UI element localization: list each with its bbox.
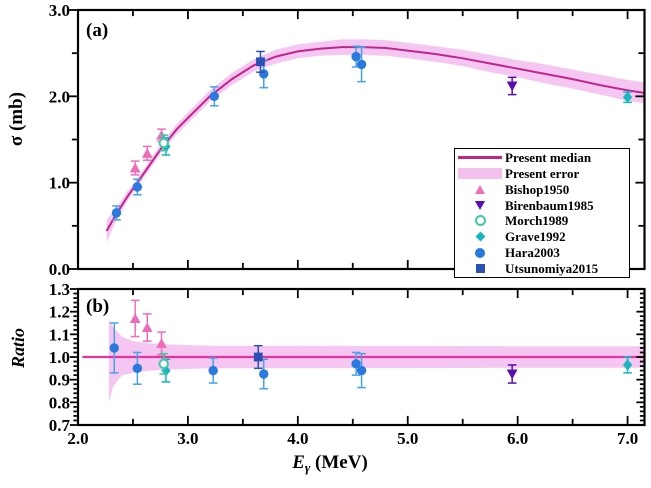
- y-tick-label: 0.9: [49, 371, 70, 390]
- y-tick-label: 0.8: [49, 393, 70, 412]
- x-tick-label: 3.0: [177, 429, 198, 448]
- x-axis-variable: E: [292, 452, 305, 473]
- legend-item-hara2003: Hara2003: [455, 245, 629, 260]
- data-point-marker: [141, 148, 153, 158]
- legend-label: Hara2003: [505, 245, 560, 261]
- x-axis-subscript: γ: [304, 460, 311, 475]
- data-point-marker: [253, 352, 263, 362]
- legend-label: Birenbaum1985: [505, 197, 594, 213]
- y-tick-label: 0.7: [49, 416, 71, 435]
- triangle-up-swatch: [455, 184, 505, 194]
- panel-b: 0.7 0.8 0.9 1.0 1.1 1.2 1.3: [49, 280, 646, 435]
- square-swatch: [455, 264, 505, 273]
- x-tick-label: 5.0: [397, 429, 418, 448]
- data-point-marker: [141, 322, 153, 333]
- data-point-marker: [356, 59, 367, 70]
- data-point-marker: [158, 137, 169, 149]
- open-circle-swatch: [455, 215, 505, 227]
- legend: Present median Present error Bishop1950 …: [454, 148, 630, 278]
- data-point-marker: [109, 343, 119, 353]
- data-point-marker: [209, 91, 219, 102]
- y-tick-label: 1.2: [49, 303, 70, 322]
- legend-item-present-median: Present median: [455, 150, 629, 165]
- data-point-marker: [351, 359, 361, 369]
- x-axis-title: Eγ (MeV): [230, 452, 430, 476]
- data-point-marker: [506, 369, 518, 380]
- y-tick-label: 0.0: [49, 260, 70, 279]
- panel-b-label: (b): [86, 296, 110, 317]
- present-error-band: [108, 318, 645, 403]
- legend-item-utsunomiya2015: Utsunomiya2015: [455, 261, 629, 276]
- y-tick-label: 2.0: [49, 87, 70, 106]
- data-point-marker: [158, 358, 169, 369]
- panel-a: 0.0 1.0 2.0 3.0: [49, 1, 646, 279]
- x-axis-unit: (MeV): [310, 452, 368, 473]
- triangle-down-swatch: [455, 200, 505, 210]
- x-tick-label: 7.0: [617, 429, 638, 448]
- circle-swatch: [455, 247, 505, 258]
- series-grave1992: [161, 91, 633, 156]
- legend-item-grave1992: Grave1992: [455, 229, 629, 244]
- panel-frame: [76, 8, 646, 271]
- legend-label: Morch1989: [505, 213, 569, 229]
- data-point-marker: [356, 365, 367, 376]
- y-tick-label: 1.0: [49, 348, 70, 367]
- y-axis-title-ratio: Ratio: [8, 328, 28, 369]
- y-axis-title-sigma: σ (mb): [6, 92, 27, 147]
- data-point-marker: [132, 182, 143, 192]
- legend-item-morch1989: Morch1989: [455, 213, 629, 228]
- legend-label: Present error: [505, 165, 580, 181]
- series-birenbaum1985: [506, 364, 518, 384]
- series-utsunomiya2015: [256, 50, 265, 73]
- legend-label: Present median: [505, 149, 592, 165]
- median-line-swatch: [455, 156, 505, 159]
- legend-label: Grave1992: [505, 229, 566, 245]
- x-tick-label: 2.0: [67, 429, 88, 448]
- panel-frame: [76, 287, 646, 427]
- series-utsunomiya2015: [253, 344, 263, 370]
- error-band-swatch: [455, 167, 505, 179]
- data-point-marker: [156, 338, 167, 348]
- y-tick-label: 3.0: [49, 1, 70, 20]
- series-morch1989: [158, 134, 169, 152]
- data-point-marker: [129, 162, 141, 173]
- series-bishop1950: [129, 299, 167, 356]
- data-point-marker: [208, 365, 218, 376]
- data-point-marker: [622, 91, 633, 103]
- panel-a-label: (a): [86, 20, 109, 41]
- data-point-marker: [622, 359, 633, 371]
- series-hara2003: [111, 45, 367, 221]
- series-hara2003: [109, 322, 367, 390]
- data-point-marker: [256, 57, 265, 67]
- y-tick-label: 1.0: [49, 174, 70, 193]
- legend-item-present-error: Present error: [455, 166, 629, 181]
- legend-item-birenbaum1985: Birenbaum1985: [455, 198, 629, 213]
- data-point-marker: [259, 369, 269, 379]
- series-birenbaum1985: [506, 76, 518, 96]
- data-point-marker: [111, 208, 122, 218]
- legend-label: Bishop1950: [505, 181, 570, 197]
- diamond-swatch: [455, 231, 505, 242]
- legend-item-bishop1950: Bishop1950: [455, 182, 629, 197]
- data-point-marker: [351, 51, 361, 62]
- series-morch1989: [158, 352, 169, 375]
- x-tick-label: 4.0: [287, 429, 308, 448]
- data-point-marker: [129, 313, 141, 323]
- data-point-marker: [506, 81, 518, 92]
- x-tick-label: 6.0: [507, 429, 528, 448]
- legend-label: Utsunomiya2015: [505, 261, 599, 276]
- data-point-marker: [132, 363, 143, 374]
- y-tick-label: 1.1: [49, 325, 70, 344]
- y-tick-label: 1.3: [49, 280, 70, 299]
- present-median-curve: [105, 46, 645, 232]
